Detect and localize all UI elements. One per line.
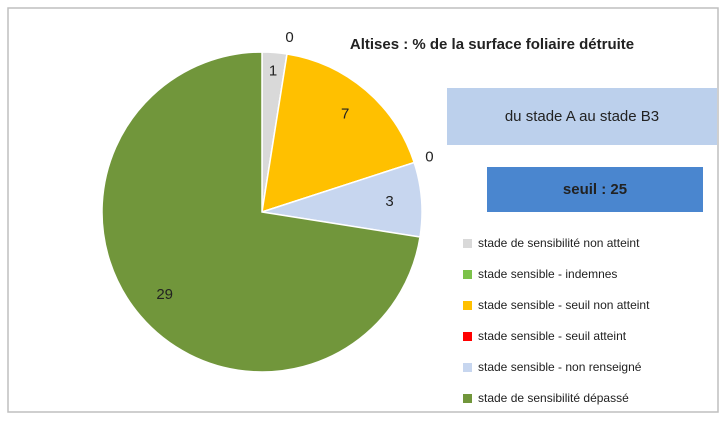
legend-label: stade sensible - non renseigné [478, 360, 642, 374]
data-label: 3 [385, 193, 393, 210]
legend-swatch [463, 239, 472, 248]
legend-label: stade de sensibilité non atteint [478, 236, 640, 250]
legend-swatch [463, 363, 472, 372]
chart-title: Altises : % de la surface foliaire détru… [350, 36, 634, 53]
pie-slice [101, 51, 421, 373]
legend-label: stade sensible - seuil non atteint [478, 298, 650, 312]
legend-label: stade de sensibilité dépassé [478, 391, 629, 405]
legend-swatch [463, 270, 472, 279]
data-label: 7 [341, 106, 349, 123]
legend-swatch [463, 301, 472, 310]
threshold-annotation: seuil : 25 [563, 181, 627, 198]
data-label: 1 [269, 63, 277, 80]
stage-box [447, 88, 717, 145]
stage-annotation: du stade A au stade B3 [505, 108, 659, 125]
data-label: 0 [285, 29, 293, 46]
data-label: 0 [425, 149, 433, 166]
threshold-box [487, 167, 703, 212]
legend-label: stade sensible - seuil atteint [478, 329, 627, 343]
legend-label: stade sensible - indemnes [478, 267, 617, 281]
legend-swatch [463, 394, 472, 403]
legend-swatch [463, 332, 472, 341]
pie-slice [261, 53, 416, 214]
data-label: 29 [156, 286, 173, 303]
